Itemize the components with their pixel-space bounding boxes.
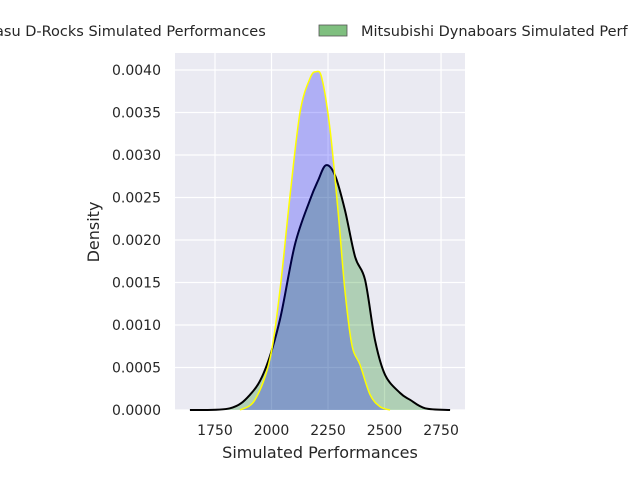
y-tick-label: 0.0040 [112, 63, 161, 79]
y-tick-label: 0.0035 [112, 106, 161, 122]
x-tick-label: 2250 [310, 423, 346, 439]
y-tick-label: 0.0015 [112, 276, 161, 292]
y-tick-label: 0.0025 [112, 191, 161, 207]
x-tick-labels: 1750 2000 2250 2500 2750 [197, 423, 459, 439]
legend: asu D-Rocks Simulated Performances Mitsu… [0, 24, 628, 40]
legend-label-mitsubishi: Mitsubishi Dynaboars Simulated Perf [361, 24, 628, 40]
x-tick-label: 2500 [367, 423, 403, 439]
density-line-urayasu [239, 70, 391, 411]
density-fill-urayasu [240, 71, 390, 410]
y-tick-label: 0.0020 [112, 233, 161, 249]
y-tick-label: 0.0030 [112, 148, 161, 164]
y-axis-label: Density [84, 202, 103, 263]
y-tick-label: 0.0005 [112, 361, 161, 377]
density-areas [189, 70, 451, 412]
x-axis-label: Simulated Performances [222, 443, 418, 462]
legend-swatch-mitsubishi [318, 24, 348, 37]
x-tick-label: 2750 [423, 423, 459, 439]
density-fill-mitsubishi [189, 165, 451, 411]
legend-label-urayasu: asu D-Rocks Simulated Performances [0, 24, 266, 40]
x-tick-label: 1750 [197, 423, 233, 439]
y-tick-labels: 0.0000 0.0005 0.0010 0.0015 0.0020 0.0025 0.00… [112, 63, 161, 419]
y-tick-label: 0.0000 [112, 403, 161, 419]
y-tick-label: 0.0010 [112, 318, 161, 334]
x-tick-label: 2000 [254, 423, 290, 439]
